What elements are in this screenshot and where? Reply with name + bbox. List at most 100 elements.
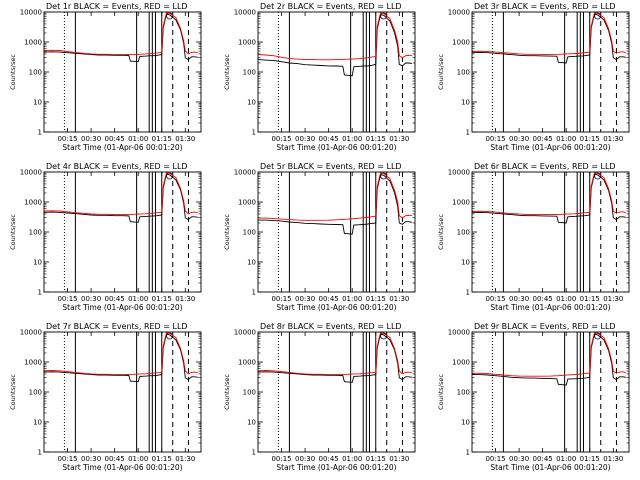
y-tick-label: 1000 — [24, 39, 42, 47]
x-axis-label: Start Time (01-Apr-06 00:01:20) — [62, 303, 182, 312]
x-tick-label: 00:30 — [509, 295, 529, 303]
x-tick-label: 01:30 — [389, 135, 409, 143]
x-axis-label: Start Time (01-Apr-06 00:01:20) — [490, 143, 610, 152]
y-tick-label: 10 — [247, 259, 256, 267]
x-tick-label: 01:15 — [580, 295, 600, 303]
x-tick-label: 01:00 — [556, 295, 576, 303]
y-tick-label: 1 — [252, 129, 256, 137]
panel-5: Det 5r BLACK = Events, RED = LLD 1 10 100 10… — [223, 162, 416, 312]
y-tick-label: 1 — [38, 289, 42, 297]
x-tick-label: 01:00 — [342, 455, 362, 463]
x-tick-label: 00:45 — [533, 295, 553, 303]
y-tick-label: 10 — [461, 419, 470, 427]
x-tick-label: 01:15 — [366, 455, 386, 463]
x-tick-label: 00:30 — [509, 135, 529, 143]
x-tick-label: 01:00 — [128, 135, 148, 143]
y-axis-label: Counts/sec — [9, 374, 17, 410]
series-lld — [43, 12, 198, 56]
panel-8: Det 8r BLACK = Events, RED = LLD 1 10 100 10… — [223, 322, 416, 472]
y-tick-label: 10000 — [20, 9, 42, 17]
x-tick-label: 00:45 — [533, 455, 553, 463]
series-events — [257, 333, 412, 383]
y-tick-label: 10000 — [448, 329, 470, 337]
y-axis-label: Counts/sec — [223, 54, 231, 90]
y-tick-label: 1 — [38, 449, 42, 457]
series-lld — [43, 172, 198, 216]
x-tick-label: 01:00 — [342, 135, 362, 143]
x-tick-label: 01:15 — [152, 135, 172, 143]
x-tick-label: 00:30 — [81, 455, 101, 463]
series-lld — [257, 12, 412, 61]
y-tick-label: 10 — [33, 419, 42, 427]
y-tick-label: 10000 — [20, 169, 42, 177]
panel-1: Det 1r BLACK = Events, RED = LLD 1 10 100 10… — [9, 2, 202, 152]
x-tick-label: 00:45 — [319, 295, 339, 303]
panel-title: Det 2r BLACK = Events, RED = LLD — [260, 2, 402, 11]
panel-title: Det 9r BLACK = Events, RED = LLD — [474, 322, 616, 331]
y-tick-label: 10 — [247, 419, 256, 427]
panel-3: Det 3r BLACK = Events, RED = LLD 1 10 100 10… — [437, 2, 630, 152]
panel-title: Det 3r BLACK = Events, RED = LLD — [474, 2, 616, 11]
x-axis-label: Start Time (01-Apr-06 00:01:20) — [62, 143, 182, 152]
x-tick-label: 00:15 — [271, 135, 291, 143]
panel-title: Det 6r BLACK = Events, RED = LLD — [474, 162, 616, 171]
y-tick-label: 10000 — [448, 9, 470, 17]
x-tick-label: 00:30 — [81, 135, 101, 143]
y-tick-label: 10000 — [20, 329, 42, 337]
y-tick-label: 100 — [243, 229, 256, 237]
x-tick-label: 00:15 — [57, 135, 77, 143]
x-tick-label: 00:45 — [105, 455, 125, 463]
x-tick-label: 01:30 — [175, 455, 195, 463]
y-tick-label: 10 — [247, 99, 256, 107]
y-tick-label: 1 — [252, 289, 256, 297]
plot-frame — [257, 171, 416, 293]
y-axis-label: Counts/sec — [9, 214, 17, 250]
y-tick-label: 10000 — [234, 9, 256, 17]
x-tick-label: 01:30 — [175, 135, 195, 143]
y-tick-label: 10000 — [234, 169, 256, 177]
plot-frame — [43, 171, 202, 293]
series-lld — [472, 332, 626, 377]
y-tick-label: 10000 — [234, 329, 256, 337]
x-tick-label: 01:30 — [389, 455, 409, 463]
x-tick-label: 00:15 — [485, 295, 505, 303]
panel-title: Det 1r BLACK = Events, RED = LLD — [46, 2, 188, 11]
x-tick-label: 00:15 — [271, 455, 291, 463]
series-events — [471, 13, 626, 64]
x-tick-label: 01:30 — [603, 295, 623, 303]
x-tick-label: 00:45 — [533, 135, 553, 143]
y-axis-label: Counts/sec — [223, 214, 231, 250]
series-lld — [257, 332, 412, 376]
x-tick-label: 01:15 — [580, 135, 600, 143]
y-tick-label: 1 — [466, 449, 470, 457]
series-lld — [43, 332, 198, 376]
x-axis-label: Start Time (01-Apr-06 00:01:20) — [276, 463, 396, 472]
y-tick-label: 100 — [457, 69, 470, 77]
y-axis-label: Counts/sec — [9, 54, 17, 90]
x-tick-label: 00:30 — [295, 135, 315, 143]
y-tick-label: 1000 — [238, 199, 256, 207]
x-tick-label: 00:30 — [295, 295, 315, 303]
panel-4: Det 4r BLACK = Events, RED = LLD 1 10 100 10… — [9, 162, 202, 312]
x-tick-label: 01:15 — [152, 455, 172, 463]
x-tick-label: 01:30 — [603, 135, 623, 143]
series-lld — [258, 172, 412, 221]
x-tick-label: 00:15 — [485, 135, 505, 143]
x-tick-label: 00:30 — [81, 295, 101, 303]
plot-frame — [471, 11, 630, 133]
x-axis-label: Start Time (01-Apr-06 00:01:20) — [62, 463, 182, 472]
x-tick-label: 01:00 — [128, 295, 148, 303]
panel-title: Det 8r BLACK = Events, RED = LLD — [260, 322, 402, 331]
x-tick-label: 00:45 — [105, 135, 125, 143]
x-axis-label: Start Time (01-Apr-06 00:01:20) — [276, 303, 396, 312]
x-tick-label: 00:15 — [485, 455, 505, 463]
series-lld — [471, 12, 626, 55]
x-tick-label: 00:15 — [57, 295, 77, 303]
y-tick-label: 100 — [29, 69, 42, 77]
y-tick-label: 1000 — [238, 39, 256, 47]
panel-7: Det 7r BLACK = Events, RED = LLD 1 10 100 10… — [9, 322, 202, 472]
panel-9: Det 9r BLACK = Events, RED = LLD 1 10 100 10… — [437, 322, 630, 472]
series-events — [472, 333, 626, 386]
y-tick-label: 10 — [33, 259, 42, 267]
